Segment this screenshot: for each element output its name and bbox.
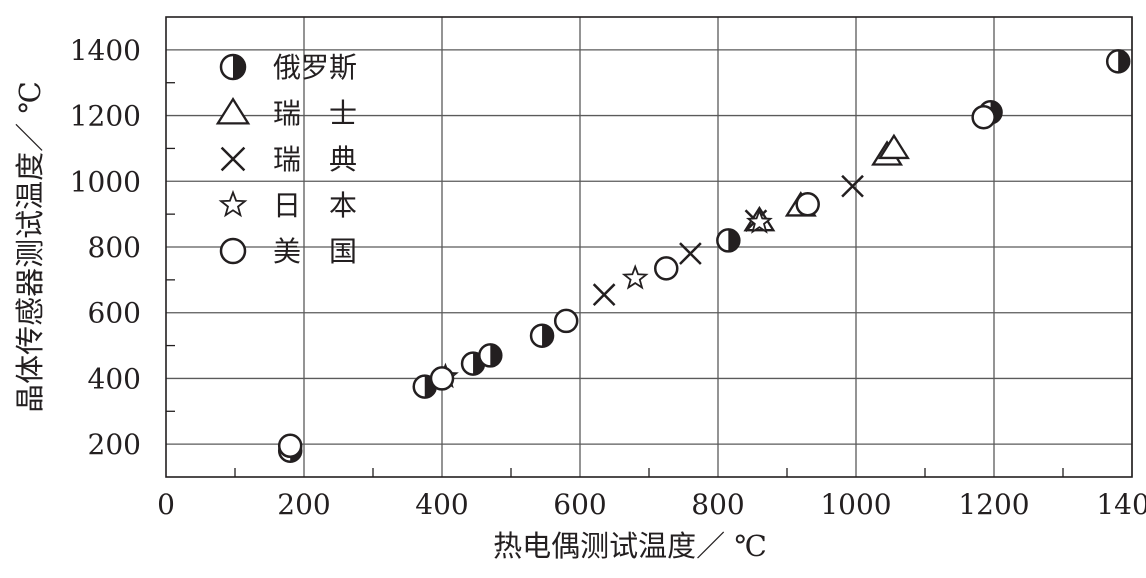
y-axis: 200 400 600 800 1000 1200 1400 (70, 34, 175, 461)
x-axis: 0 200 400 600 800 1000 1200 1400 (157, 468, 1146, 521)
legend-marker-circle (219, 237, 247, 265)
data-point-circle (654, 256, 679, 281)
x-tick-label: 400 (415, 488, 468, 521)
y-tick-label: 200 (88, 428, 141, 461)
legend-marker-half-filled-circle (219, 53, 247, 81)
legend-label: 俄罗斯 (273, 51, 357, 84)
legend-label: 日 本 (273, 189, 357, 222)
y-tick-label: 1400 (70, 34, 141, 67)
x-tick-label: 1400 (1096, 488, 1146, 521)
data-point-circle (429, 366, 455, 391)
y-tick-label: 400 (88, 362, 141, 395)
x-axis-title: 热电偶测试温度／ ℃ (493, 529, 767, 563)
x-tick-label: 1200 (958, 488, 1029, 521)
data-point-x (679, 242, 702, 265)
legend-marker-triangle (215, 97, 251, 125)
x-tick-label: 800 (691, 488, 744, 521)
data-point-half-filled-circle (1105, 49, 1131, 74)
x-tick-label: 200 (277, 488, 330, 521)
data-point-star (621, 264, 649, 290)
data-points (277, 49, 1131, 463)
data-point-x (841, 174, 864, 198)
y-tick-label: 1200 (70, 100, 141, 133)
data-point-circle (971, 104, 996, 130)
y-tick-label: 800 (88, 231, 141, 264)
y-tick-label: 1000 (70, 165, 141, 198)
x-tick-label: 1000 (820, 488, 891, 521)
legend-label: 瑞 士 (273, 97, 357, 130)
y-tick-label: 600 (88, 297, 141, 330)
legend-label: 美 国 (273, 235, 357, 268)
data-point-triangle (877, 133, 910, 160)
legend-marker-star (218, 189, 248, 218)
y-axis-title: 晶体传感器测试温度／ ℃ (13, 81, 47, 413)
data-point-star (745, 208, 773, 234)
data-point-circle (795, 192, 820, 217)
data-point-circle (277, 433, 303, 459)
data-point-half-filled-circle (716, 228, 741, 253)
data-point-circle (553, 308, 579, 334)
data-point-half-filled-circle (478, 343, 503, 368)
grid-lines (166, 17, 1133, 477)
legend-label: 瑞 典 (273, 143, 357, 176)
data-point-x (592, 283, 616, 306)
x-tick-label: 0 (157, 488, 175, 521)
legend-marker-x (220, 146, 246, 172)
x-tick-label: 600 (553, 488, 606, 521)
data-point-half-filled-circle (529, 323, 555, 348)
